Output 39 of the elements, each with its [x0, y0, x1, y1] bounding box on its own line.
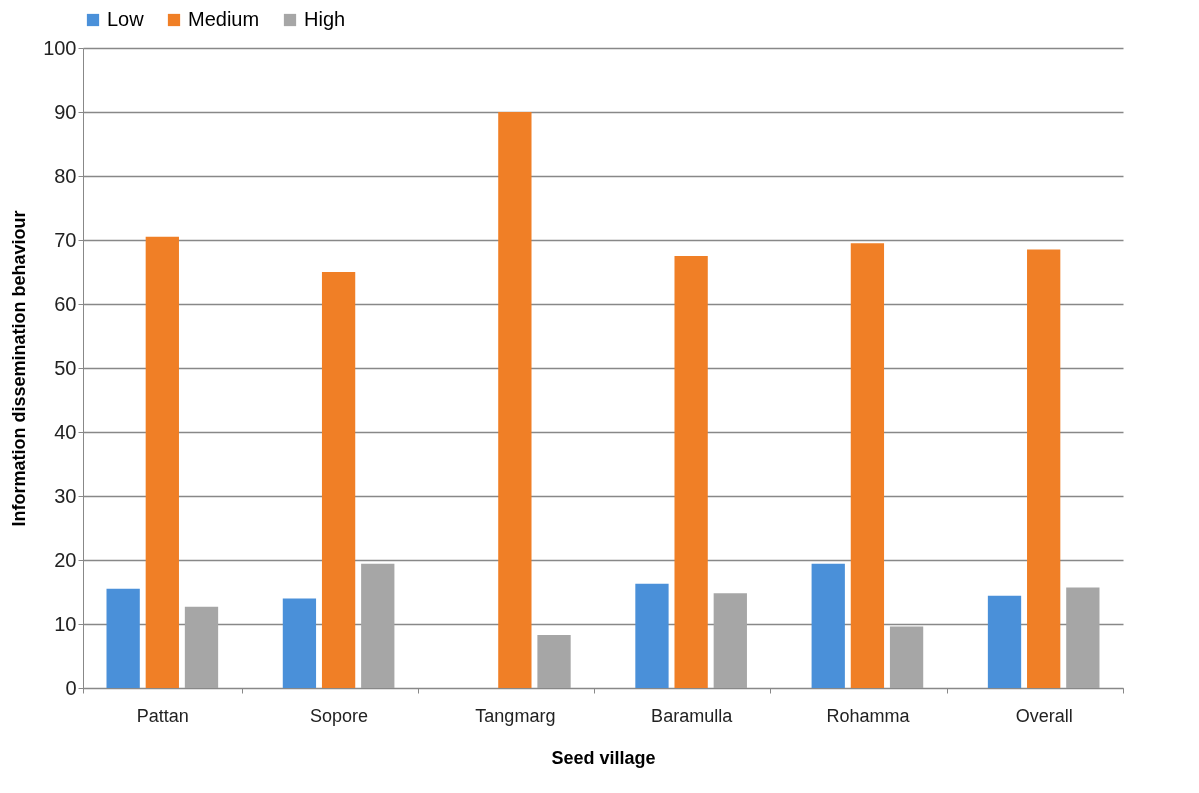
- legend-label: Medium: [188, 8, 260, 30]
- legend-label: High: [304, 8, 346, 30]
- y-tick-label: 40: [54, 420, 77, 443]
- bar: [850, 243, 885, 688]
- x-tick-label: Rohamma: [826, 705, 911, 726]
- bar: [282, 598, 317, 688]
- bar: [106, 588, 140, 688]
- y-tick-label: 90: [54, 100, 77, 123]
- y-tick-label: 60: [54, 292, 77, 315]
- x-tick-label: Pattan: [136, 705, 189, 726]
- bar: [635, 583, 669, 688]
- y-tick-label: 30: [54, 484, 77, 507]
- y-tick-label: 0: [65, 676, 77, 699]
- y-tick-label: 50: [54, 356, 77, 379]
- y-tick-label: 20: [54, 548, 77, 571]
- bar: [537, 634, 571, 688]
- bar: [1066, 587, 1100, 688]
- bar: [498, 112, 532, 688]
- legend-label: Low: [107, 8, 145, 30]
- x-tick-label: Overall: [1015, 705, 1073, 726]
- y-tick-label: 100: [43, 36, 77, 59]
- bar: [321, 272, 356, 688]
- x-tick-label: Tangmarg: [475, 705, 556, 726]
- bar: [674, 256, 708, 688]
- x-tick-label: Baramulla: [651, 705, 734, 726]
- bar: [889, 626, 924, 688]
- bar: [361, 563, 395, 688]
- bar: [713, 593, 747, 688]
- bar: [184, 606, 219, 688]
- y-axis-title: Information dissemination behaviour: [9, 210, 30, 527]
- y-tick-label: 10: [54, 612, 77, 635]
- bar: [145, 236, 179, 688]
- bar: [987, 595, 1022, 688]
- y-tick-label: 80: [54, 164, 77, 187]
- bar: [1027, 249, 1061, 688]
- bar: [811, 563, 845, 688]
- x-axis-title: Seed village: [551, 747, 656, 768]
- y-tick-label: 70: [54, 228, 77, 251]
- x-tick-label: Sopore: [310, 705, 369, 726]
